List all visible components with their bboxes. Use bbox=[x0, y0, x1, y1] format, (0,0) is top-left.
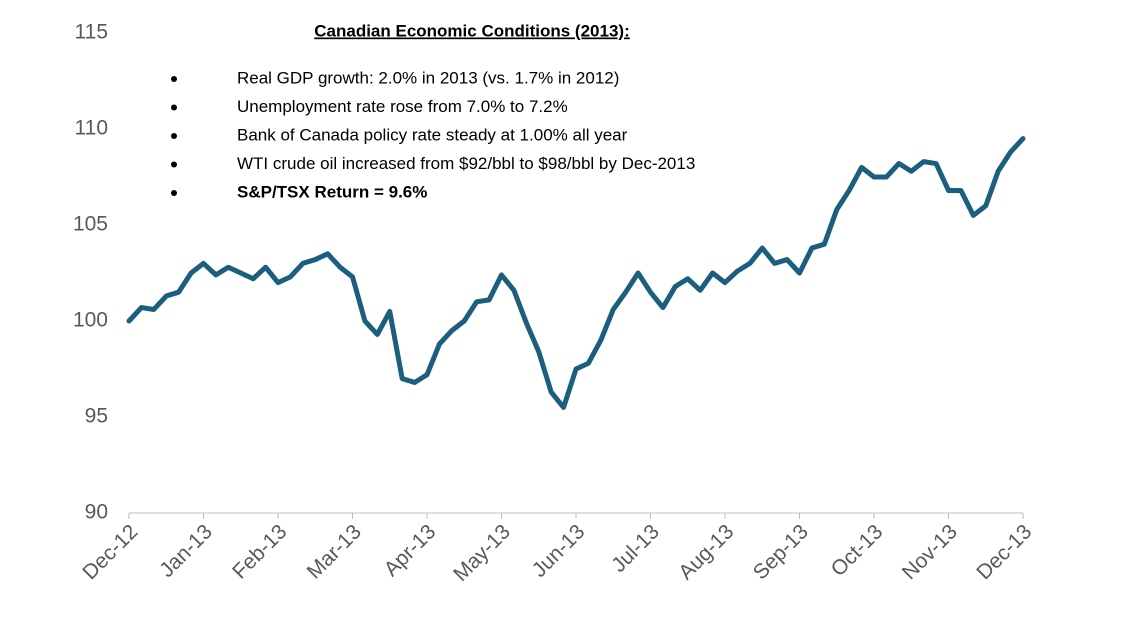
x-tick-label: Oct-13 bbox=[827, 520, 888, 581]
x-tick-label: Mar-13 bbox=[303, 520, 366, 583]
bullet bbox=[171, 133, 177, 139]
annotation: Real GDP growth: 2.0% in 2013 (vs. 1.7% … bbox=[237, 68, 619, 87]
bullet bbox=[171, 161, 177, 168]
bullet bbox=[171, 104, 177, 111]
x-tick-label: Dec-13 bbox=[972, 520, 1036, 584]
x-tick-label: Jul-13 bbox=[607, 520, 664, 577]
x-tick-label: Jun-13 bbox=[528, 520, 590, 582]
annotation: WTI crude oil increased from $92/bbl to … bbox=[237, 154, 695, 173]
annotation: Unemployment rate rose from 7.0% to 7.2% bbox=[237, 97, 568, 116]
bullet bbox=[171, 190, 177, 196]
line-series bbox=[126, 136, 1026, 410]
y-tick-label: 100 bbox=[73, 309, 108, 332]
y-tick-label: 105 bbox=[73, 213, 108, 236]
x-tick-label: May-13 bbox=[449, 520, 515, 586]
y-tick-label: 95 bbox=[85, 405, 108, 428]
x-tick-label: Apr-13 bbox=[380, 520, 441, 581]
annotation-title: Canadian Economic Conditions (2013): bbox=[314, 21, 630, 40]
x-tick-label: Feb-13 bbox=[228, 520, 291, 583]
y-tick-label: 115 bbox=[75, 21, 108, 44]
x-tick-label: Nov-13 bbox=[898, 520, 962, 584]
x-tick-label: Aug-13 bbox=[674, 520, 738, 584]
annotation: S&P/TSX Return = 9.6% bbox=[237, 182, 427, 201]
x-tick-label: Dec-12 bbox=[78, 520, 142, 584]
x-tick-label: Sep-13 bbox=[749, 520, 813, 584]
annotation: Bank of Canada policy rate steady at 1.0… bbox=[237, 125, 628, 144]
y-tick-label: 110 bbox=[75, 117, 108, 140]
bullet bbox=[171, 76, 177, 82]
x-tick-label: Jan-13 bbox=[155, 520, 217, 582]
y-tick-label: 90 bbox=[85, 501, 108, 524]
